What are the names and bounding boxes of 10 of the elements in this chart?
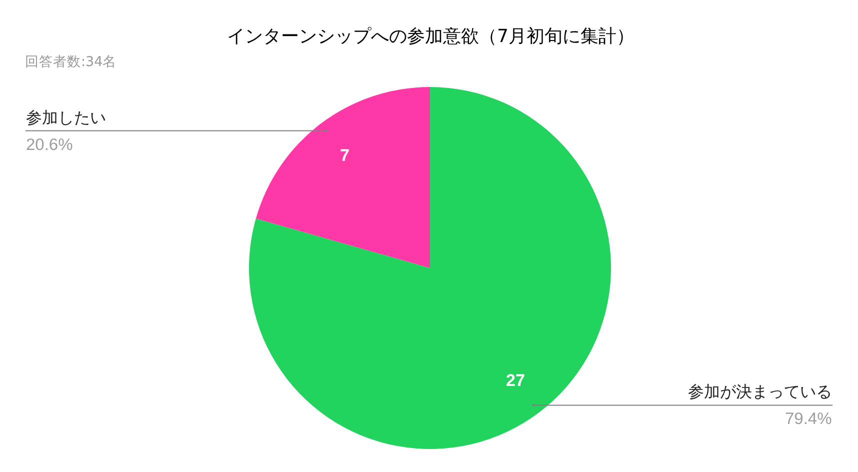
chart-subtitle: 回答者数:34名 — [25, 54, 117, 70]
data-label: 27 — [506, 371, 525, 390]
chart-title: インターンシップへの参加意欲（7月初旬に集計） — [227, 26, 634, 47]
pie-slice — [256, 87, 430, 268]
slice-label: 参加が決まっている — [688, 382, 832, 401]
pie-slice — [249, 87, 611, 449]
data-label: 7 — [340, 146, 350, 165]
slice-label: 参加したい — [26, 108, 106, 127]
text: 79.4% — [785, 410, 832, 428]
text: 20.6% — [26, 136, 74, 154]
